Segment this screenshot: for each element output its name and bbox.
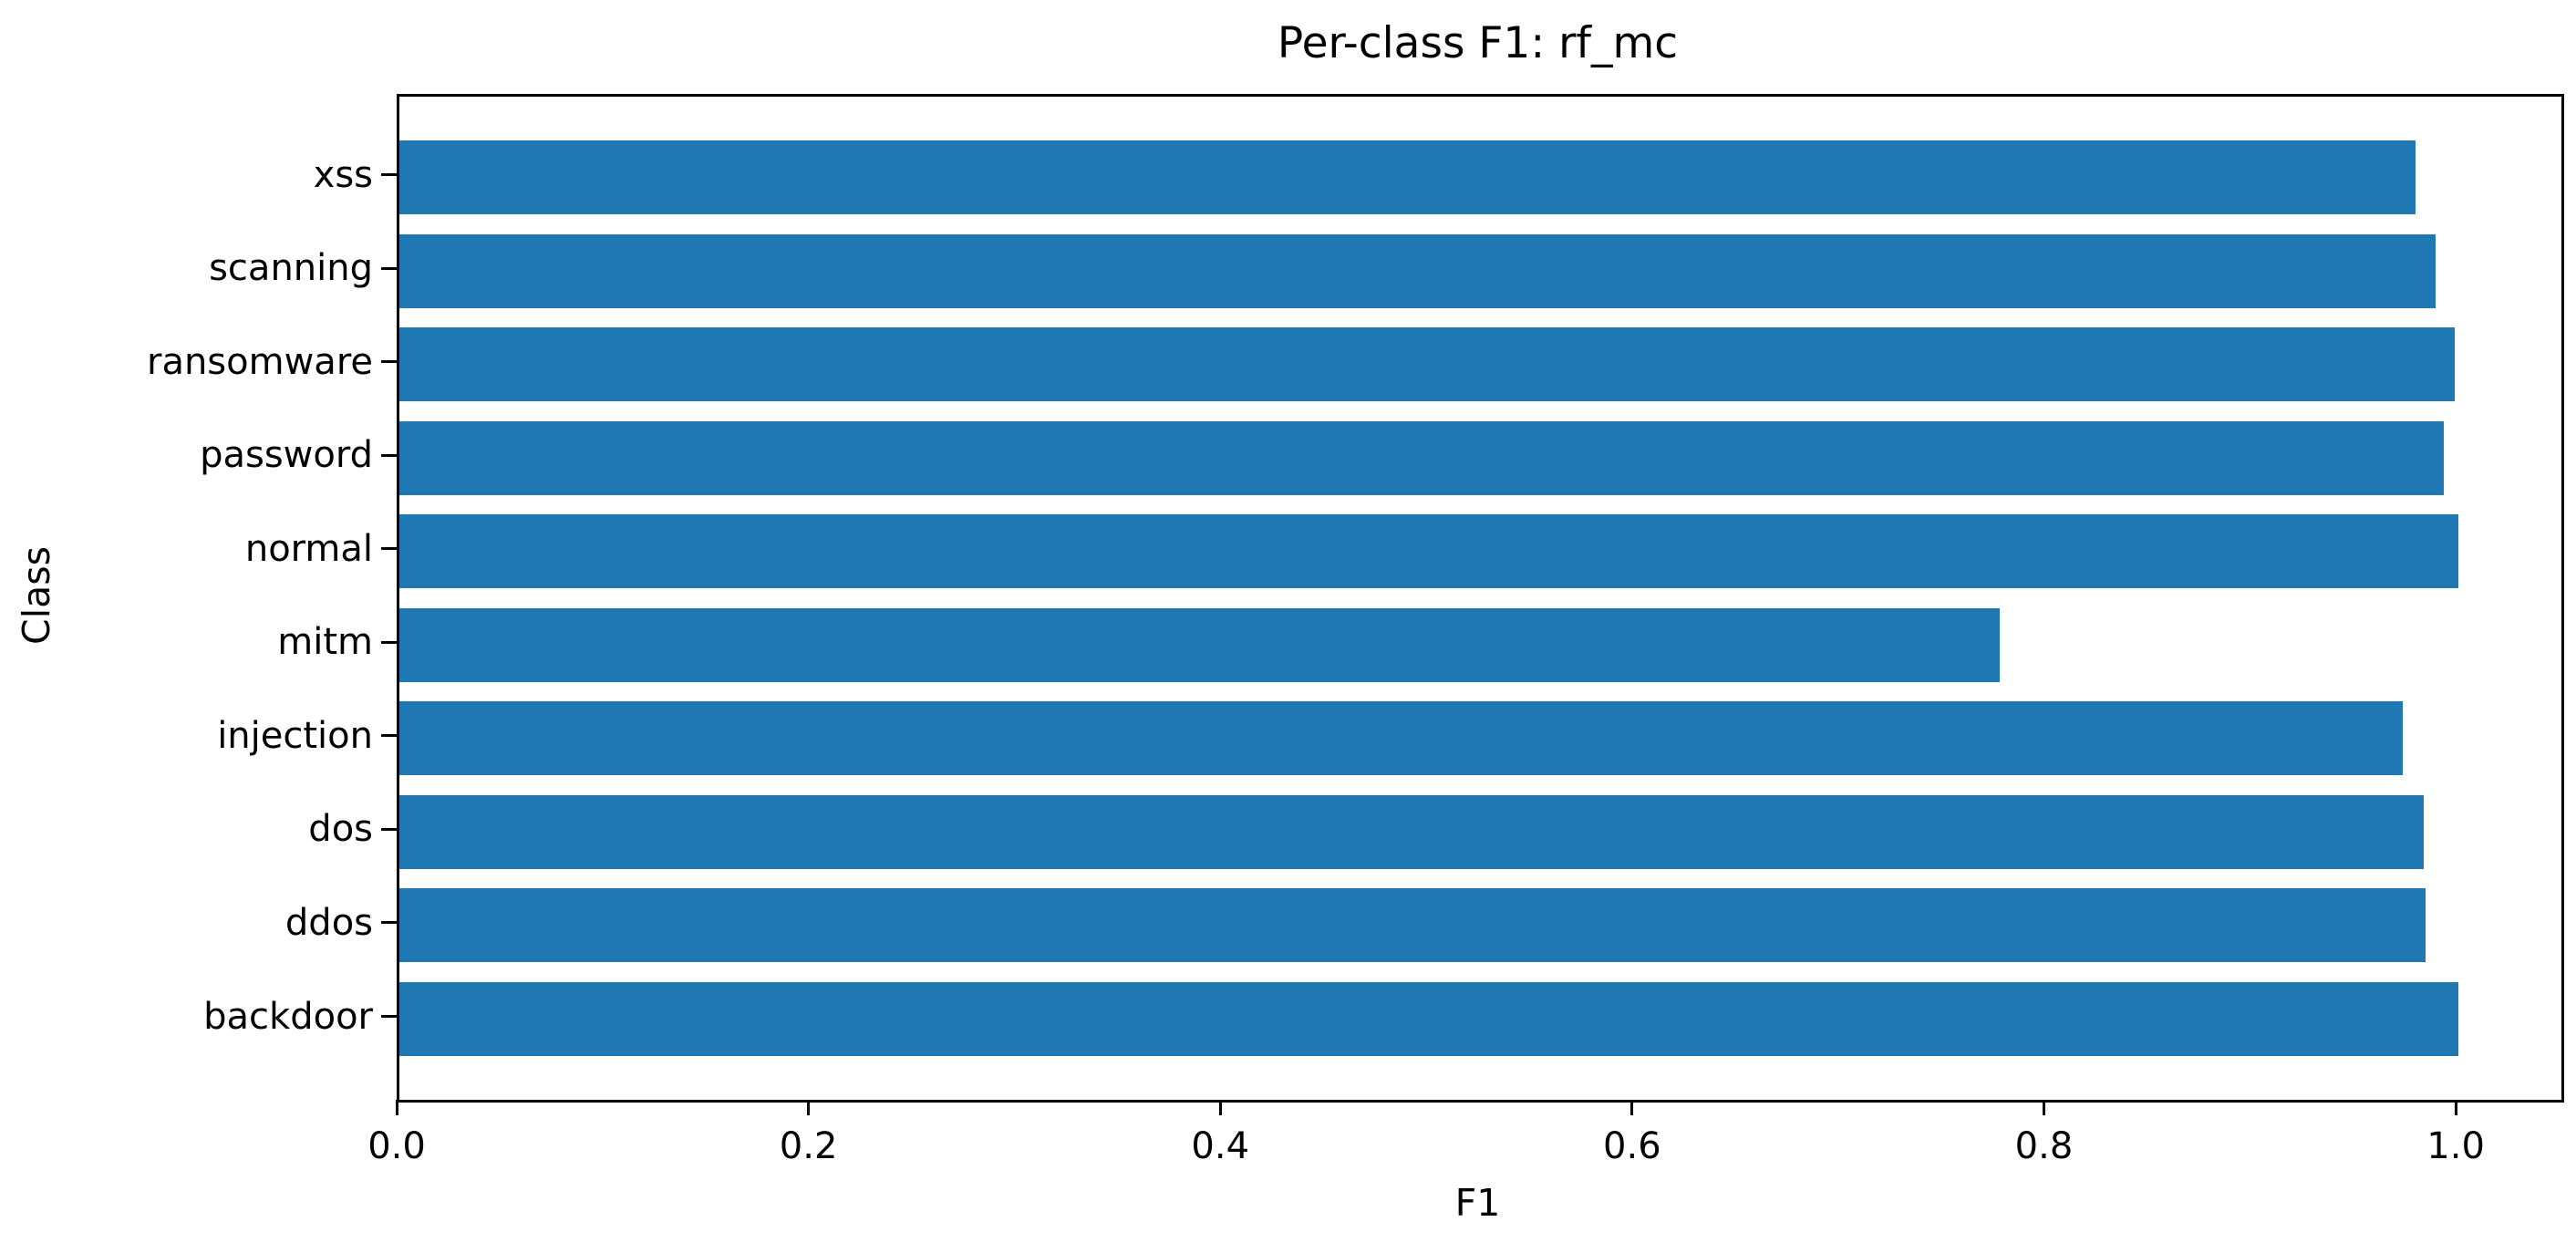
x-axis-label: F1 (1454, 1181, 1501, 1225)
x-tick-mark-0.6 (1630, 1100, 1634, 1115)
x-tick-mark-0.0 (395, 1100, 398, 1115)
x-tick-mark-0.2 (807, 1100, 811, 1115)
x-tick-label-0.6: 0.6 (1603, 1125, 1661, 1167)
y-tick-label-normal: normal (244, 527, 373, 570)
y-tick-mark-backdoor (381, 1015, 397, 1018)
y-tick-label-ddos: ddos (284, 901, 373, 944)
y-tick-label-dos: dos (308, 808, 373, 851)
x-tick-mark-0.8 (2042, 1100, 2045, 1115)
x-tick-label-0.4: 0.4 (1191, 1125, 1250, 1167)
bar-password (399, 420, 2445, 495)
plot-area (397, 94, 2564, 1103)
bar-scanning (399, 233, 2436, 308)
x-tick-mark-0.4 (1218, 1100, 1222, 1115)
y-tick-mark-xss (381, 173, 397, 176)
y-tick-mark-dos (381, 827, 397, 831)
bar-normal (399, 514, 2459, 589)
y-tick-label-password: password (200, 434, 373, 477)
y-tick-mark-password (381, 453, 397, 457)
bar-backdoor (399, 982, 2459, 1056)
bar-ddos (399, 888, 2426, 963)
y-tick-mark-scanning (381, 266, 397, 270)
y-tick-mark-normal (381, 547, 397, 551)
y-tick-mark-ransomware (381, 360, 397, 364)
y-tick-mark-mitm (381, 640, 397, 644)
x-tick-label-0.2: 0.2 (779, 1125, 838, 1167)
y-tick-label-backdoor: backdoor (203, 995, 373, 1038)
bar-ransomware (399, 327, 2455, 402)
bar-mitm (399, 607, 2000, 682)
bar-xss (399, 140, 2416, 214)
bar-dos (399, 794, 2424, 869)
y-tick-label-ransomware: ransomware (147, 340, 373, 383)
x-tick-label-0.8: 0.8 (2014, 1125, 2074, 1167)
y-tick-label-scanning: scanning (209, 247, 373, 290)
x-tick-mark-1.0 (2454, 1100, 2457, 1115)
x-tick-label-1.0: 1.0 (2426, 1125, 2485, 1167)
y-tick-label-xss: xss (313, 153, 373, 196)
y-tick-label-mitm: mitm (277, 621, 373, 664)
chart-title: Per-class F1: rf_mc (1277, 18, 1679, 68)
y-tick-mark-ddos (381, 921, 397, 925)
y-tick-mark-injection (381, 734, 397, 738)
bar-injection (399, 701, 2404, 776)
x-tick-label-0.0: 0.0 (367, 1125, 426, 1167)
y-tick-label-injection: injection (217, 714, 373, 757)
